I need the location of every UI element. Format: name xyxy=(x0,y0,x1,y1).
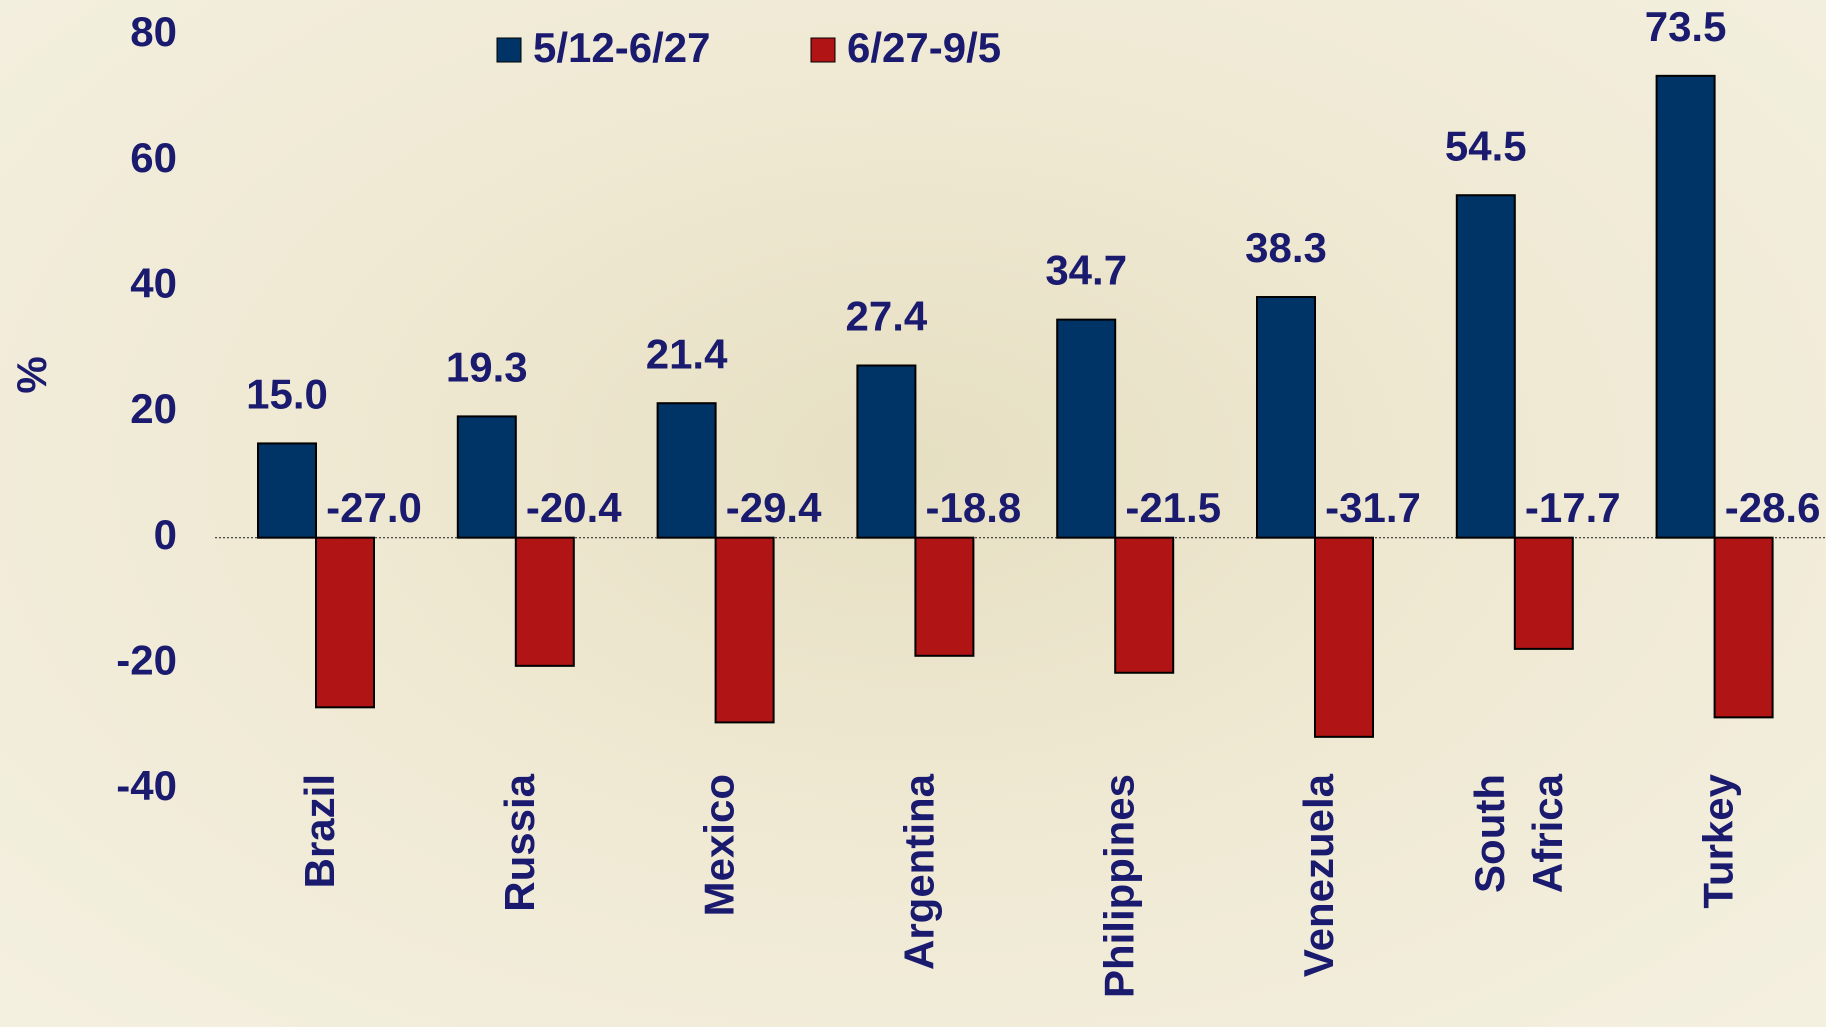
legend-swatch xyxy=(810,37,836,63)
bar xyxy=(1114,536,1175,674)
value-label: -17.7 xyxy=(1525,484,1621,531)
y-tick-label: -40 xyxy=(116,762,177,809)
x-tick-label: Turkey xyxy=(1695,773,1742,908)
value-label: -31.7 xyxy=(1325,484,1421,531)
value-label: -21.5 xyxy=(1125,484,1221,531)
x-tick-label: South Africa xyxy=(1466,773,1571,893)
bar xyxy=(656,402,717,539)
value-label: 27.4 xyxy=(846,293,928,340)
y-tick-label: 80 xyxy=(130,8,177,55)
bar xyxy=(1513,536,1574,650)
legend-label: 6/27-9/5 xyxy=(847,24,1001,71)
bar xyxy=(315,536,375,709)
bar xyxy=(456,415,517,539)
value-label: -29.4 xyxy=(726,484,822,531)
y-tick-label: 0 xyxy=(154,511,177,558)
bar xyxy=(856,364,917,539)
value-label: 15.0 xyxy=(246,371,328,418)
value-label: -27.0 xyxy=(326,484,422,531)
y-tick-label: 40 xyxy=(130,259,177,306)
bar xyxy=(1713,536,1774,719)
value-label: -20.4 xyxy=(526,484,622,531)
bar xyxy=(914,536,975,657)
legend-swatch xyxy=(496,37,522,63)
bar xyxy=(514,536,575,667)
bar xyxy=(714,536,775,724)
y-tick-label: -20 xyxy=(116,636,177,683)
value-label: 54.5 xyxy=(1445,122,1527,169)
value-label: -28.6 xyxy=(1725,484,1821,531)
bar xyxy=(1655,74,1716,539)
bar xyxy=(1056,318,1117,539)
value-label: 34.7 xyxy=(1045,247,1127,294)
y-axis-label: % xyxy=(8,356,55,393)
y-tick-label: 60 xyxy=(130,134,177,181)
value-label: 73.5 xyxy=(1645,3,1727,50)
value-label: -18.8 xyxy=(926,484,1022,531)
y-tick-label: 20 xyxy=(130,385,177,432)
bar xyxy=(1314,536,1374,738)
x-tick-label: Brazil xyxy=(296,774,343,888)
value-label: 21.4 xyxy=(646,330,728,377)
value-label: 38.3 xyxy=(1245,224,1327,271)
x-tick-label: Philippines xyxy=(1095,774,1142,998)
bar xyxy=(1256,296,1316,539)
x-tick-label: Venezuela xyxy=(1295,773,1342,977)
value-label: 19.3 xyxy=(446,343,528,390)
bar xyxy=(1455,194,1516,539)
x-tick-label: Argentina xyxy=(895,773,942,970)
x-tick-label: Russia xyxy=(496,773,543,911)
bar xyxy=(257,442,317,539)
legend-label: 5/12-6/27 xyxy=(533,24,710,71)
x-tick-label: Mexico xyxy=(696,774,743,916)
